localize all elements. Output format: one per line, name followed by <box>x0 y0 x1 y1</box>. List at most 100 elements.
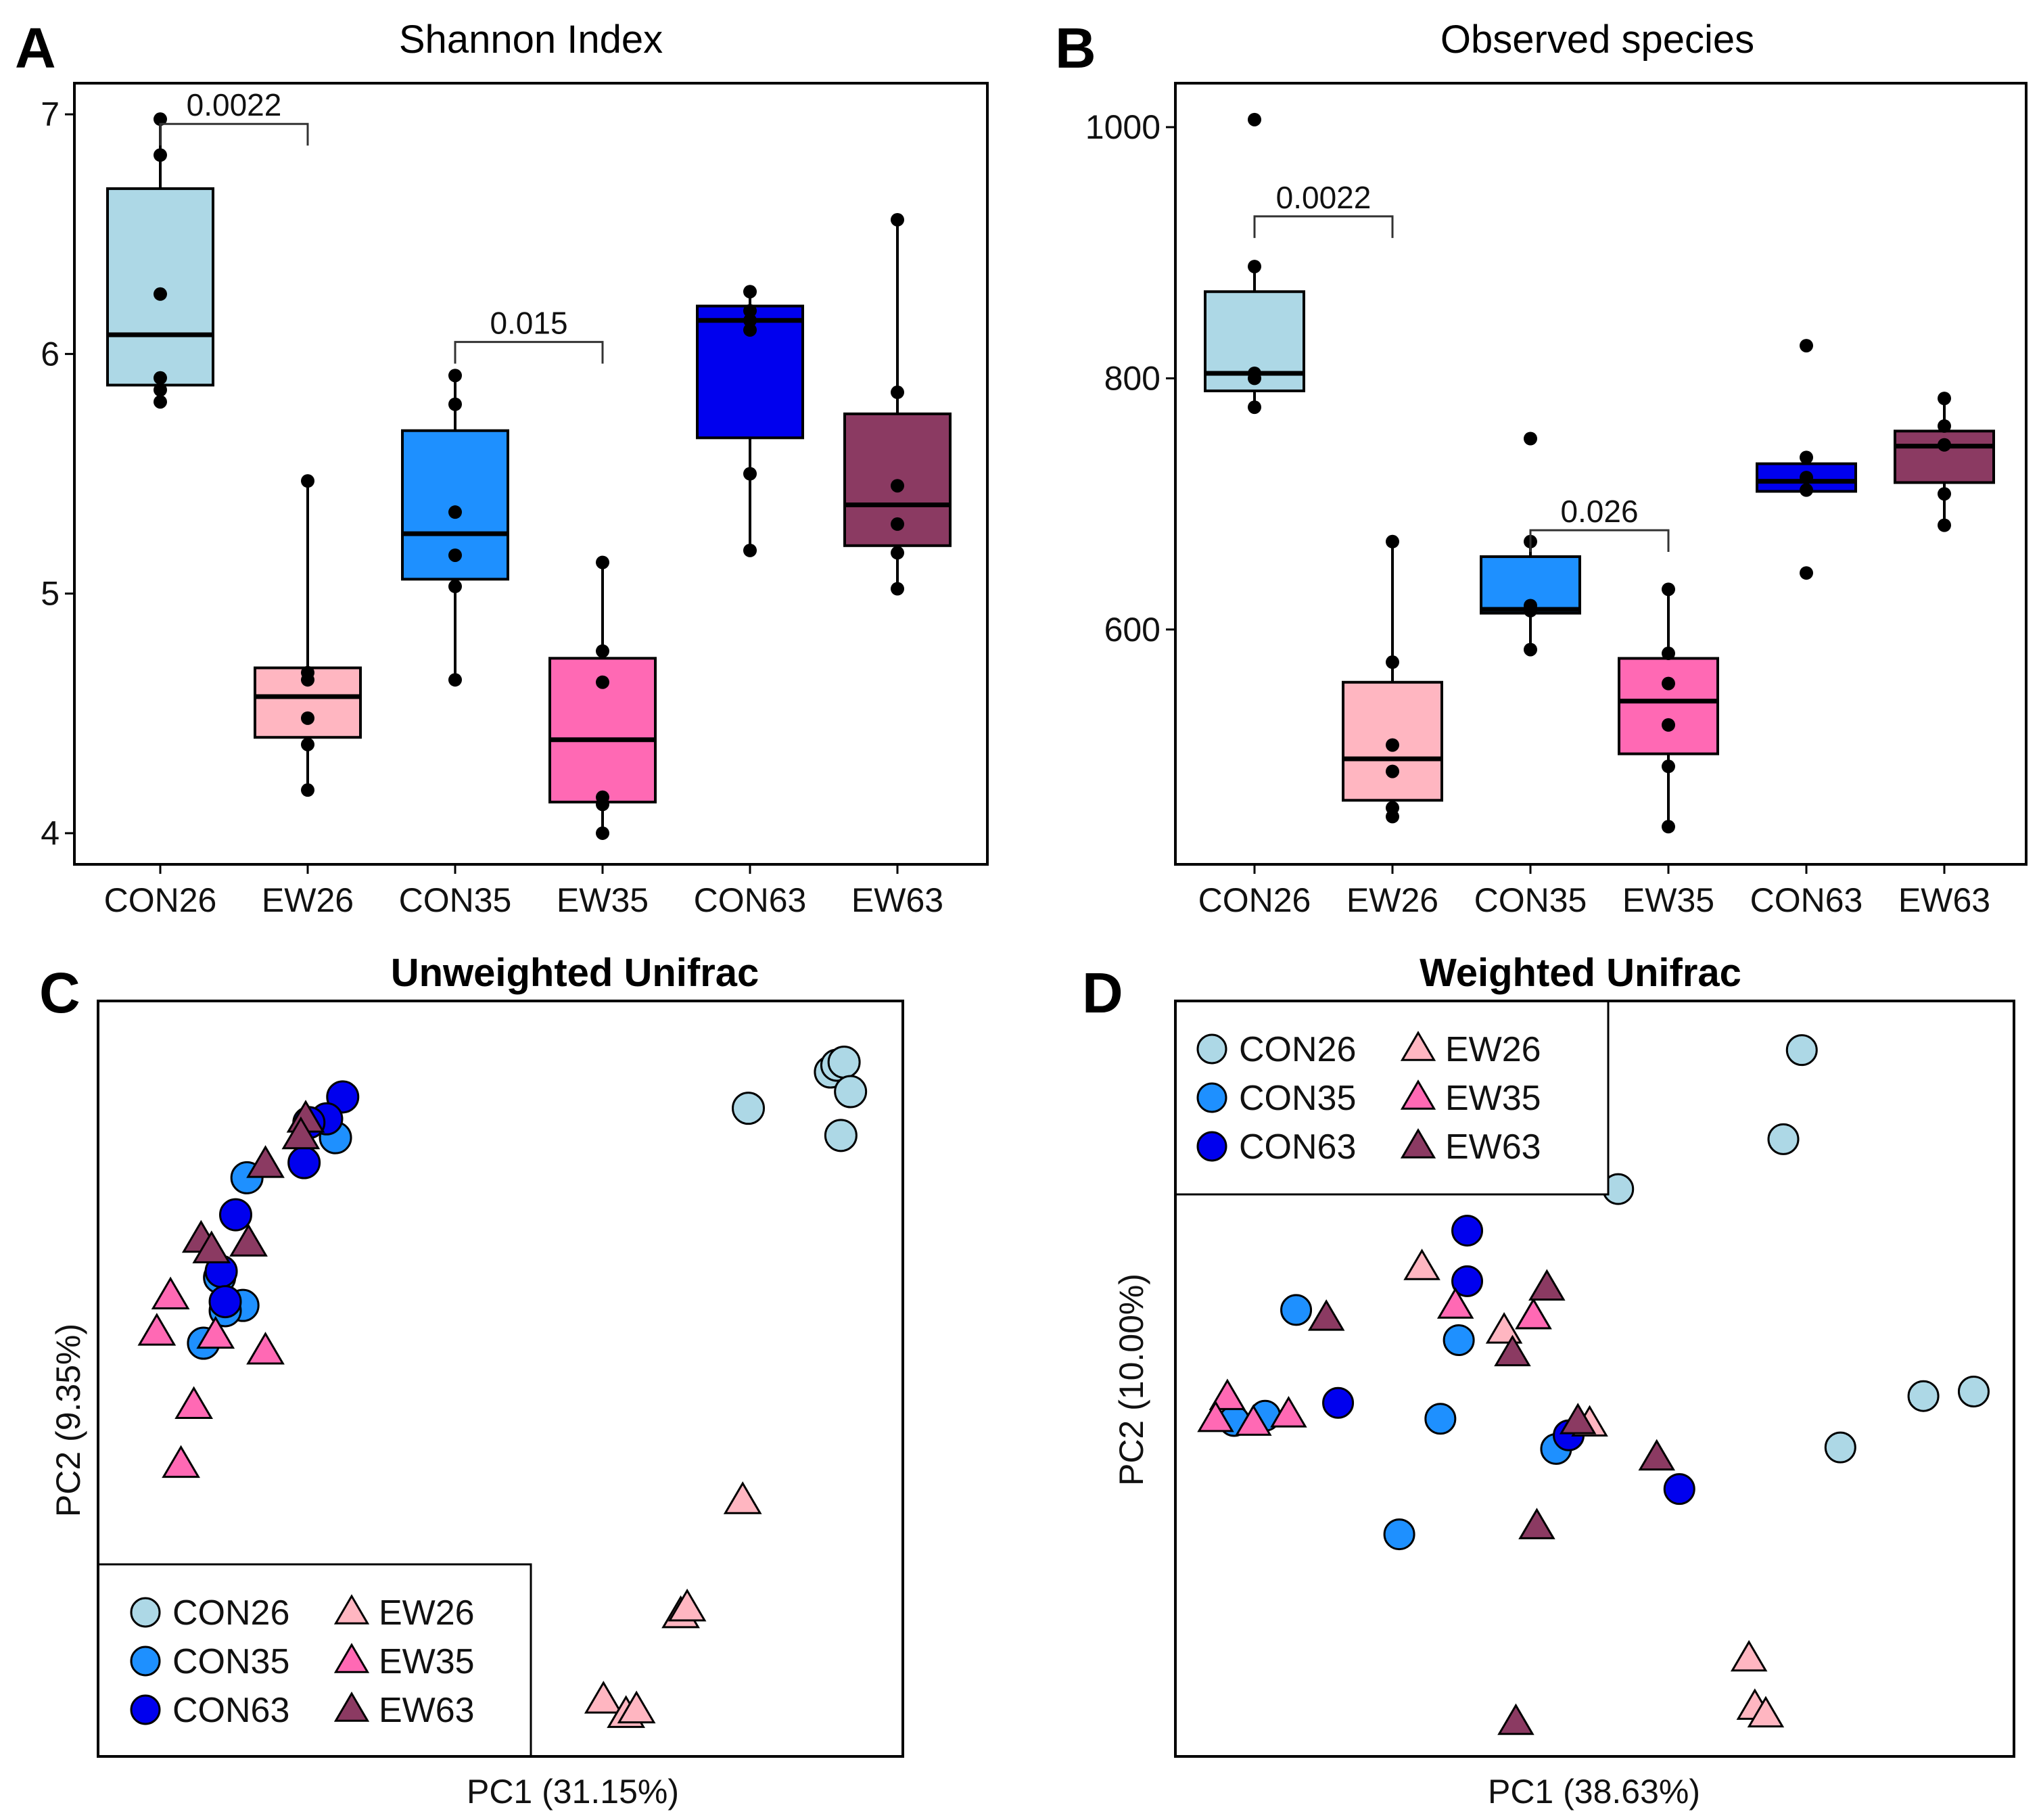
panel-a-data-point <box>596 675 609 689</box>
panel-a-title: Shannon Index <box>399 18 663 62</box>
panel-a-x-tick-label: CON63 <box>694 881 807 919</box>
panel-b-significance-bracket: 0.0022 <box>1253 180 1394 238</box>
panel-d-x-axis-label: PC1 (38.63%) <box>1488 1773 1700 1811</box>
panel-c-triangle-point <box>246 1332 285 1365</box>
panel-a-data-point <box>301 711 314 725</box>
panel-c-circle-point <box>824 1119 858 1152</box>
panel-b-box-con26 <box>1204 112 1305 415</box>
panel-c-series-con26 <box>732 1045 868 1152</box>
panel-b-data-point <box>1938 392 1951 406</box>
panel-c-letter: C <box>39 961 80 1025</box>
panel-c-triangle-point <box>192 1230 231 1263</box>
panel-a-data-point <box>596 797 609 812</box>
panel-c-triangle-point <box>174 1386 213 1419</box>
panel-d-circle-point <box>1824 1431 1856 1464</box>
panel-c-circle-point <box>834 1075 868 1109</box>
panel-a-box-con26 <box>106 112 214 409</box>
panel-c-legend-item-con35: CON35 <box>130 1642 289 1681</box>
panel-c-series-ew35 <box>137 1276 285 1478</box>
panel-a-data-point <box>743 304 757 318</box>
panel-b-data-point <box>1800 483 1813 497</box>
panel-b-data-point <box>1248 260 1261 274</box>
panel-d-legend-label: CON63 <box>1239 1127 1356 1167</box>
panel-d-circle-point <box>1663 1473 1695 1506</box>
panel-b-box-ew35 <box>1618 582 1719 834</box>
panel-c-circle-point <box>218 1198 252 1232</box>
panel-d-triangle-point <box>1403 1249 1440 1280</box>
panel-a-p-value-label: 0.015 <box>490 306 567 341</box>
panel-d-legend-label: CON35 <box>1239 1079 1356 1118</box>
panel-b-data-point <box>1386 810 1399 824</box>
panel-b-data-point <box>1248 400 1261 415</box>
panel-a-data-point <box>891 212 904 227</box>
panel-a-data-point <box>743 543 757 557</box>
panel-c-triangle-point <box>137 1313 177 1346</box>
panel-a-plot-area: 4 5 6 7 CON26 EW26 CON35 EW35 CON63 EW63 0.0022 0.0… <box>41 87 952 919</box>
panel-c-x-axis-label: PC1 (31.15%) <box>467 1773 679 1811</box>
panel-c-series-ew63 <box>181 1100 325 1263</box>
panel-d-series-ew35 <box>1197 1287 1552 1436</box>
panel-d-legend-circle-icon <box>1196 1033 1227 1065</box>
panel-c-triangle-point <box>281 1116 321 1150</box>
panel-d-triangle-point <box>1730 1639 1768 1672</box>
panel-a-p-value-label: 0.0022 <box>187 87 282 122</box>
panel-a-data-point <box>154 383 167 397</box>
panel-c-triangle-point <box>151 1276 190 1310</box>
panel-a-data-point <box>301 474 314 488</box>
panel-d-circle-point <box>1424 1403 1457 1435</box>
panel-c-circle-point <box>732 1092 766 1125</box>
panel-d-triangle-point <box>1528 1269 1566 1301</box>
panel-b-data-point <box>1386 738 1399 752</box>
panel-a-data-point <box>891 546 904 560</box>
panel-a-box-ew35 <box>548 555 657 840</box>
panel-b-bracket-line <box>1529 529 1670 553</box>
panel-a-x-tick-label: EW63 <box>851 881 943 919</box>
panel-d-circle-point <box>1785 1034 1818 1067</box>
panel-d-triangle-point <box>1559 1403 1597 1434</box>
panel-c-legend-label: EW35 <box>379 1642 475 1681</box>
panel-c-legend-item-con63: CON63 <box>130 1691 289 1730</box>
panel-d-legend-triangle-icon <box>1400 1128 1436 1159</box>
panel-a-data-point <box>743 285 757 299</box>
panel-d-legend-triangle-icon <box>1400 1031 1436 1061</box>
panel-c-legend-label: CON63 <box>172 1691 289 1730</box>
panel-b-data-point <box>1938 438 1951 452</box>
panel-b-observed-species: B Observed species 600 800 1000 CON26 EW26 CO… <box>1055 16 2028 919</box>
panel-b-data-point <box>1524 643 1537 657</box>
panel-b-data-point <box>1248 112 1261 126</box>
panel-a-shannon-index: A Shannon Index 4 5 6 7 CON26 EW26 CON35 EW35 CO… <box>15 16 989 919</box>
panel-d-triangle-point <box>1494 1334 1531 1367</box>
panel-c-triangle-point <box>196 1315 235 1349</box>
panel-c-legend: CON26 EW26 CON35 EW35 CON63 EW63 <box>97 1563 532 1758</box>
panel-d-triangle-point <box>1747 1696 1785 1728</box>
panel-c-series-ew26 <box>584 1481 762 1728</box>
panel-a-data-point <box>154 148 167 162</box>
panel-c-legend-triangle-icon <box>333 1643 370 1673</box>
panel-d-circle-point <box>1443 1324 1475 1357</box>
panel-b-x-tick-label: CON35 <box>1474 881 1587 919</box>
panel-c-triangle-point <box>229 1223 268 1257</box>
panel-a-data-point <box>891 386 904 400</box>
panel-b-data-point <box>1524 431 1537 446</box>
panel-a-data-point <box>301 783 314 797</box>
panel-a-data-point <box>891 517 904 531</box>
panel-b-letter: B <box>1055 16 1096 80</box>
panel-b-data-point <box>1248 371 1261 386</box>
panel-d-triangle-point <box>1235 1404 1272 1436</box>
panel-d-legend-circle-icon <box>1196 1131 1227 1162</box>
panel-d-triangle-point <box>1518 1508 1555 1539</box>
panel-a-significance-bracket: 0.0022 <box>159 87 309 146</box>
panel-b-box-con35 <box>1480 431 1581 657</box>
panel-d-y-axis-label: PC2 (10.00%) <box>1112 1274 1150 1486</box>
panel-d-circle-point <box>1957 1375 1990 1407</box>
panel-b-data-point <box>1938 518 1951 532</box>
panel-d-legend-label: EW63 <box>1445 1127 1541 1167</box>
panel-b-x-tick-label: EW26 <box>1346 881 1438 919</box>
panel-a-data-point <box>891 479 904 493</box>
panel-a-box-rect <box>106 187 214 387</box>
panel-b-data-point <box>1662 647 1675 661</box>
panel-c-legend-circle-icon <box>130 1646 161 1677</box>
panel-c-circle-point <box>827 1045 861 1079</box>
panel-a-data-point <box>448 505 462 519</box>
panel-b-data-point <box>1800 566 1813 580</box>
